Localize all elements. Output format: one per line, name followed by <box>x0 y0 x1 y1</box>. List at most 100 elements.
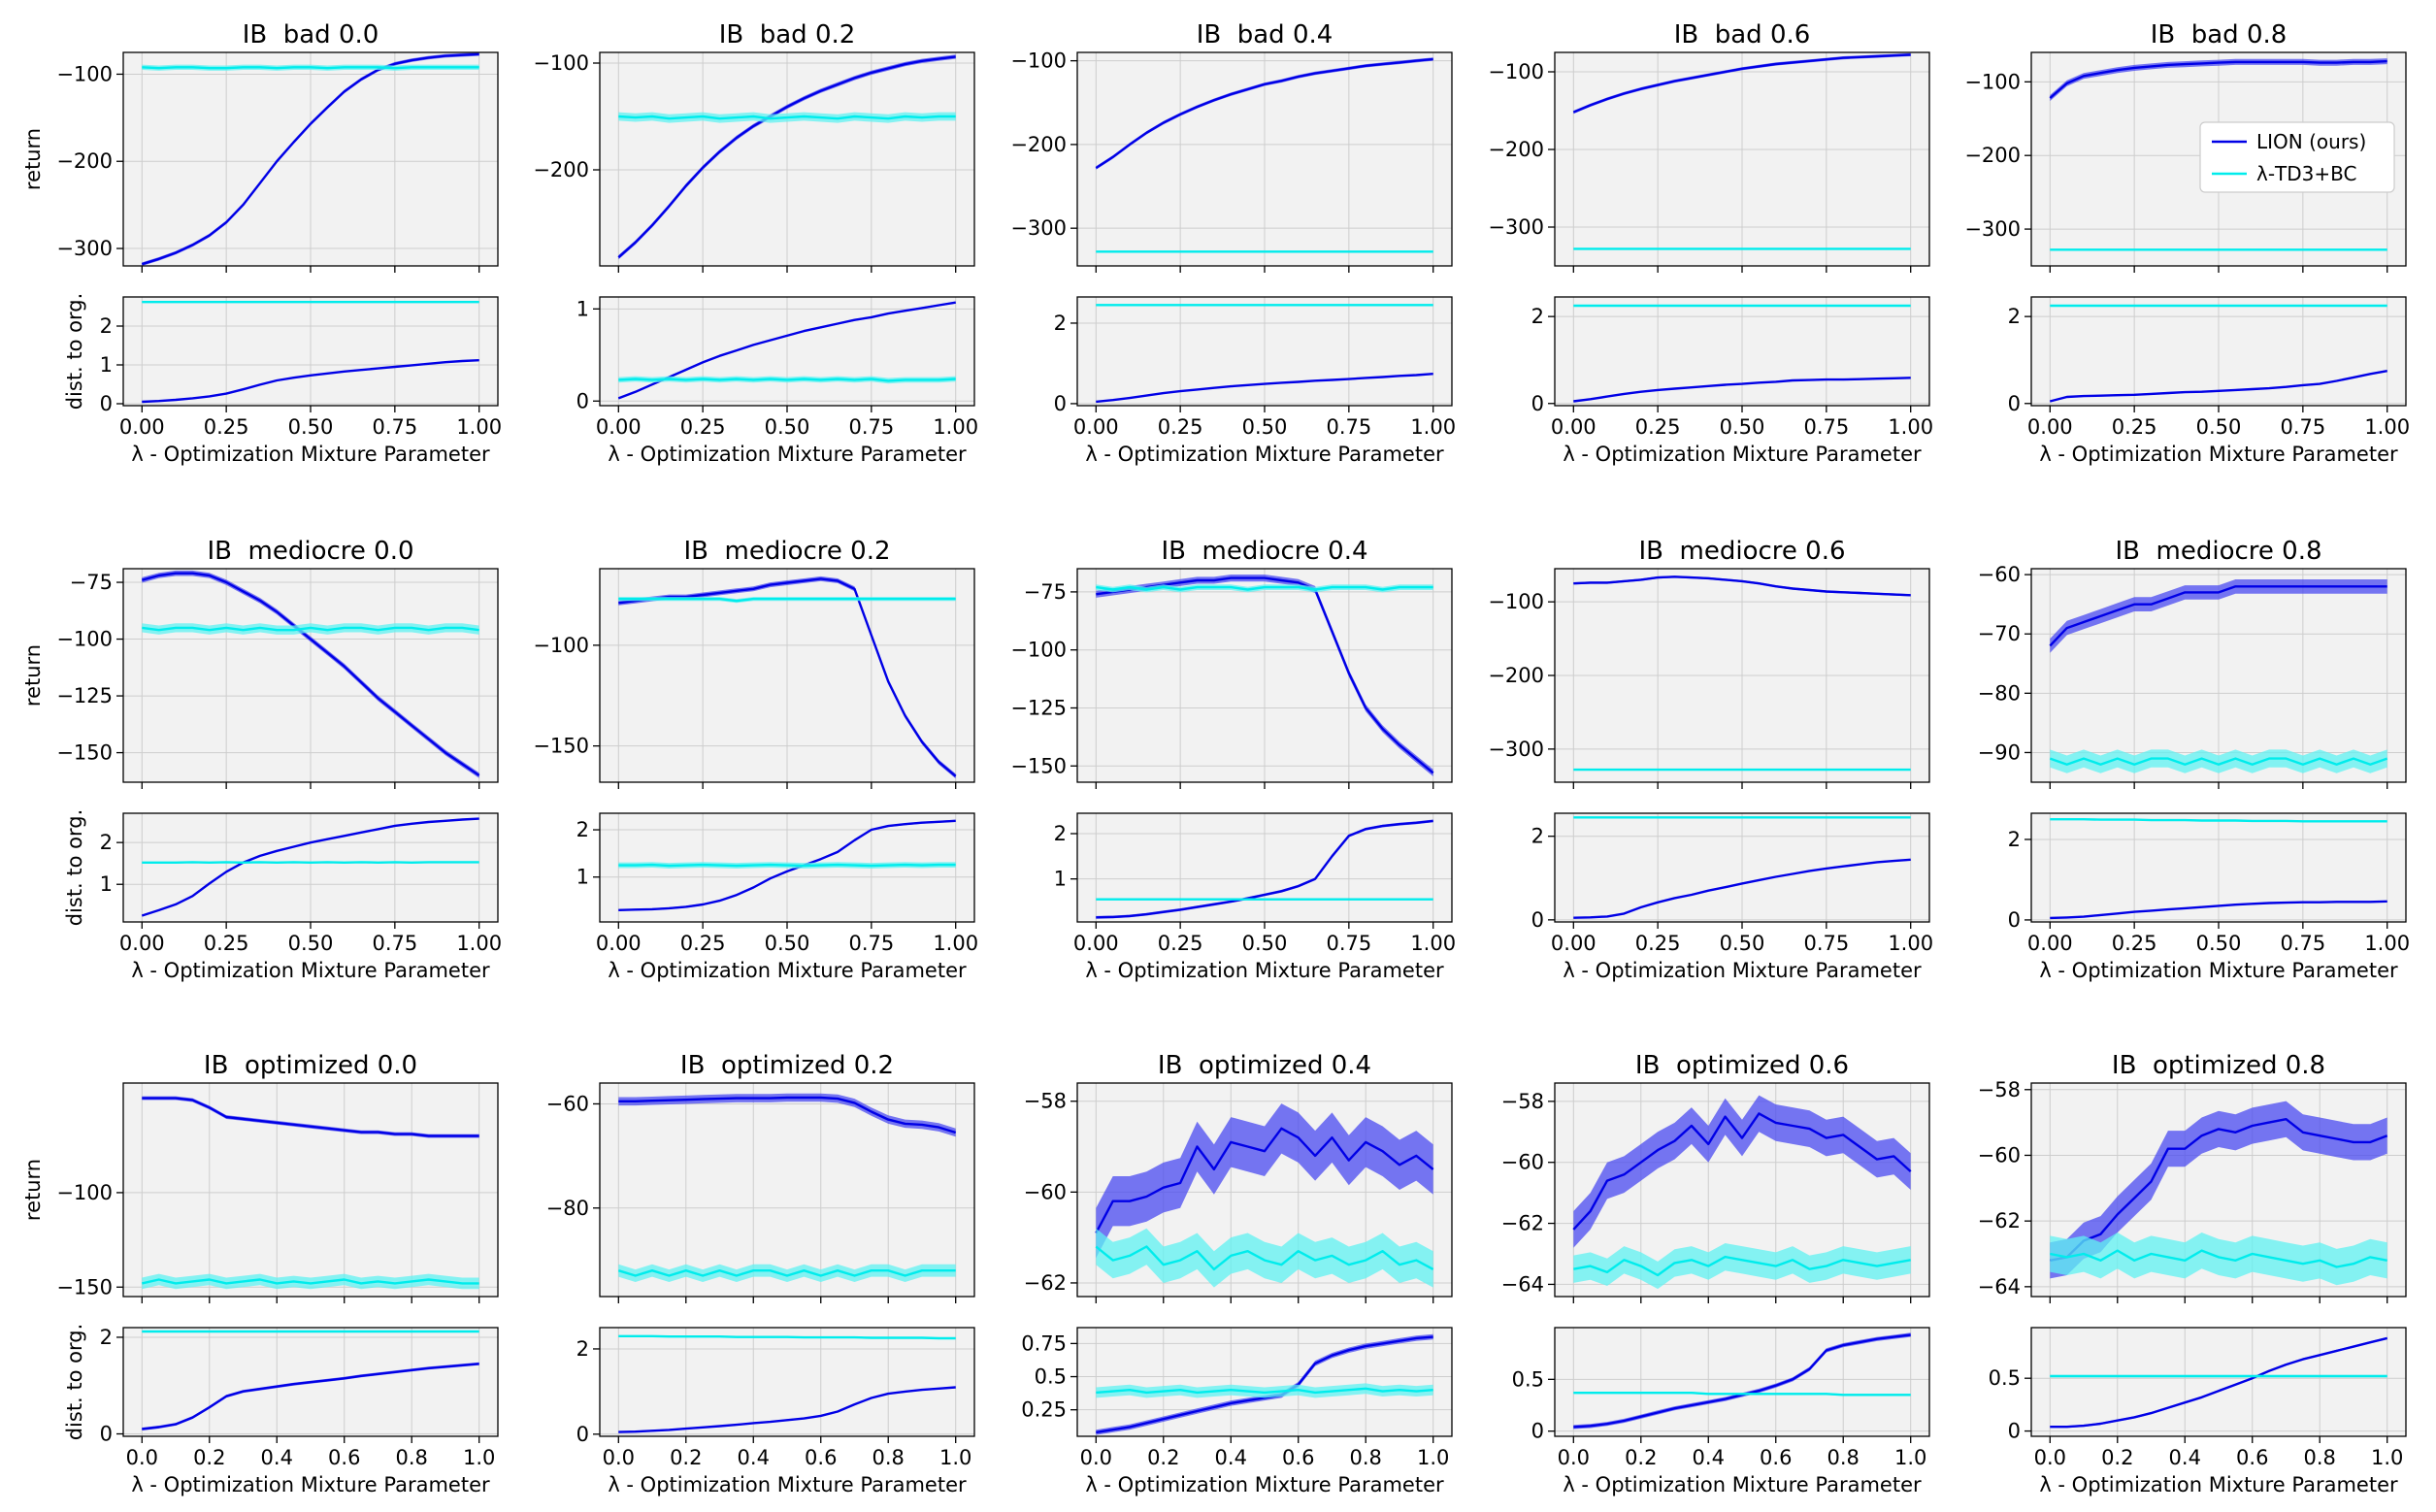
y-tick-label: −125 <box>56 684 113 707</box>
y-tick-label: −100 <box>533 51 589 75</box>
x-axis-label: λ - Optimization Mixture Parameter <box>1563 1473 1922 1496</box>
x-tick-label: 0.25 <box>204 932 249 955</box>
x-tick-label: 0.50 <box>765 415 810 439</box>
subplot-1: IB bad 0.2 −200 −100 0.00 0.25 0.50 0.75 1.00 0 1… <box>533 20 978 466</box>
series-band-lion <box>1573 1095 1911 1248</box>
x-tick-label: 0.50 <box>2196 415 2242 439</box>
x-tick-label: 0.25 <box>680 932 726 955</box>
y-tick-label: −58 <box>1501 1090 1544 1113</box>
x-tick-label: 0.4 <box>1215 1446 1247 1469</box>
x-tick-label: 1.00 <box>1888 415 1933 439</box>
return-frame <box>2030 1082 2407 1298</box>
legend-box <box>2199 121 2395 193</box>
x-tick-label: 1.0 <box>1417 1446 1449 1469</box>
y-tick-label: −200 <box>1010 133 1067 156</box>
dist-frame <box>599 812 975 923</box>
series-band-td3bc <box>142 1273 479 1290</box>
x-tick-label: 0.75 <box>848 932 894 955</box>
dist-frame <box>1076 812 1453 923</box>
x-tick-label: 1.00 <box>1888 932 1933 955</box>
x-tick-label: 1.00 <box>933 932 978 955</box>
x-tick-label: 0.00 <box>1551 932 1597 955</box>
x-tick-label: 0.00 <box>2027 932 2073 955</box>
series-band-td3bc <box>1573 1243 1911 1290</box>
legend: LION (ours) λ-TD3+BC <box>2199 121 2395 193</box>
subplot-10: IB optimized 0.0 −150 −100 0.0 0.2 0.4 0.6 0.8 1… <box>21 1051 499 1496</box>
return-frame <box>1554 1082 1930 1298</box>
y-tick-label: 2 <box>2008 828 2021 851</box>
dist-frame <box>122 1327 499 1437</box>
x-tick-label: 0.50 <box>1720 415 1765 439</box>
y-tick-label: 2 <box>100 1326 113 1349</box>
y-tick-label: 0 <box>2008 1420 2021 1443</box>
x-tick-label: 0.6 <box>1282 1446 1314 1469</box>
x-tick-label: 0.25 <box>1635 415 1681 439</box>
y-tick-label: 0 <box>100 392 113 415</box>
y-tick-label: −100 <box>533 634 589 657</box>
subplot-8: IB mediocre 0.6 −300 −200 −100 0.00 0.25 0.50 0… <box>1488 537 1933 982</box>
subplot-9: IB mediocre 0.8 −90 −80 −70 −60 0.00 0.25 0.50 0… <box>1978 537 2410 982</box>
y-tick-label: 2 <box>100 314 113 338</box>
x-tick-label: 0.50 <box>288 415 334 439</box>
dist-plot-area <box>2031 1328 2406 1436</box>
x-tick-label: 1.00 <box>456 415 502 439</box>
y-axis-label-dist: dist. to org. <box>63 809 86 927</box>
x-tick-label: 0.50 <box>1720 932 1765 955</box>
x-axis-label: λ - Optimization Mixture Parameter <box>1085 443 1444 466</box>
y-tick-label: 1 <box>1054 868 1067 891</box>
x-tick-label: 1.0 <box>939 1446 971 1469</box>
subplot-title: IB bad 0.2 <box>719 20 856 49</box>
x-tick-label: 1.00 <box>1410 415 1456 439</box>
subplot-title: IB bad 0.4 <box>1197 20 1333 49</box>
return-frame <box>2030 51 2407 267</box>
series-band-lion <box>1096 1103 1433 1259</box>
y-tick-label: −200 <box>1488 138 1544 161</box>
x-tick-label: 0.50 <box>765 932 810 955</box>
y-tick-label: −90 <box>1978 740 2021 764</box>
y-tick-label: 1 <box>100 353 113 377</box>
dist-frame <box>1076 296 1453 407</box>
x-tick-label: 0.75 <box>848 415 894 439</box>
return-frame <box>1076 51 1453 267</box>
x-tick-label: 0.8 <box>1350 1446 1382 1469</box>
y-tick-label: 0 <box>100 1423 113 1446</box>
y-tick-label: −100 <box>1010 49 1067 73</box>
y-tick-label: 2 <box>1531 305 1544 328</box>
x-tick-label: 0.00 <box>1073 932 1119 955</box>
y-tick-label: −60 <box>1978 1143 2021 1167</box>
series-line-td3bc <box>142 66 479 70</box>
subplot-title: IB mediocre 0.4 <box>1161 537 1367 566</box>
subplot-11: IB optimized 0.2 −80 −60 0.0 0.2 0.4 0.6 0.8 1.0… <box>546 1051 975 1496</box>
y-tick-label: −62 <box>1024 1271 1067 1295</box>
y-tick-label: −150 <box>56 1275 113 1298</box>
y-tick-label: 0 <box>1531 392 1544 415</box>
y-tick-label: −60 <box>1024 1180 1067 1203</box>
series-band-td3bc <box>2050 749 2387 773</box>
subplot-title: IB optimized 0.4 <box>1158 1051 1371 1080</box>
y-tick-label: −200 <box>1964 144 2021 167</box>
x-tick-label: 0.75 <box>1326 415 1371 439</box>
x-tick-label: 1.00 <box>2364 415 2410 439</box>
dist-frame <box>122 296 499 407</box>
x-tick-label: 0.75 <box>2280 932 2325 955</box>
subplot-title: IB optimized 0.2 <box>680 1051 894 1080</box>
x-tick-label: 0.25 <box>2112 415 2157 439</box>
dist-frame <box>122 812 499 923</box>
subplot-title: IB optimized 0.6 <box>1635 1051 1849 1080</box>
return-frame <box>122 1082 499 1298</box>
x-axis-label: λ - Optimization Mixture Parameter <box>131 1473 490 1496</box>
legend-label: LION (ours) <box>2256 130 2366 153</box>
return-plot-area <box>123 1083 498 1297</box>
dist-plot-area <box>1077 1328 1452 1436</box>
x-tick-label: 0.4 <box>261 1446 293 1469</box>
dist-plot-area <box>1555 1328 1929 1436</box>
x-axis-label: λ - Optimization Mixture Parameter <box>1563 959 1922 982</box>
y-tick-label: −150 <box>56 741 113 765</box>
subplot-14: IB optimized 0.8 −64 −62 −60 −58 0.0 0.2 0.4 0.6… <box>1978 1051 2407 1496</box>
x-tick-label: 0.4 <box>2169 1446 2201 1469</box>
y-tick-label: 2 <box>2008 305 2021 328</box>
x-axis-label: λ - Optimization Mixture Parameter <box>1085 1473 1444 1496</box>
x-tick-label: 1.0 <box>463 1446 495 1469</box>
x-tick-label: 0.00 <box>1073 415 1119 439</box>
y-tick-label: 0 <box>2008 908 2021 932</box>
